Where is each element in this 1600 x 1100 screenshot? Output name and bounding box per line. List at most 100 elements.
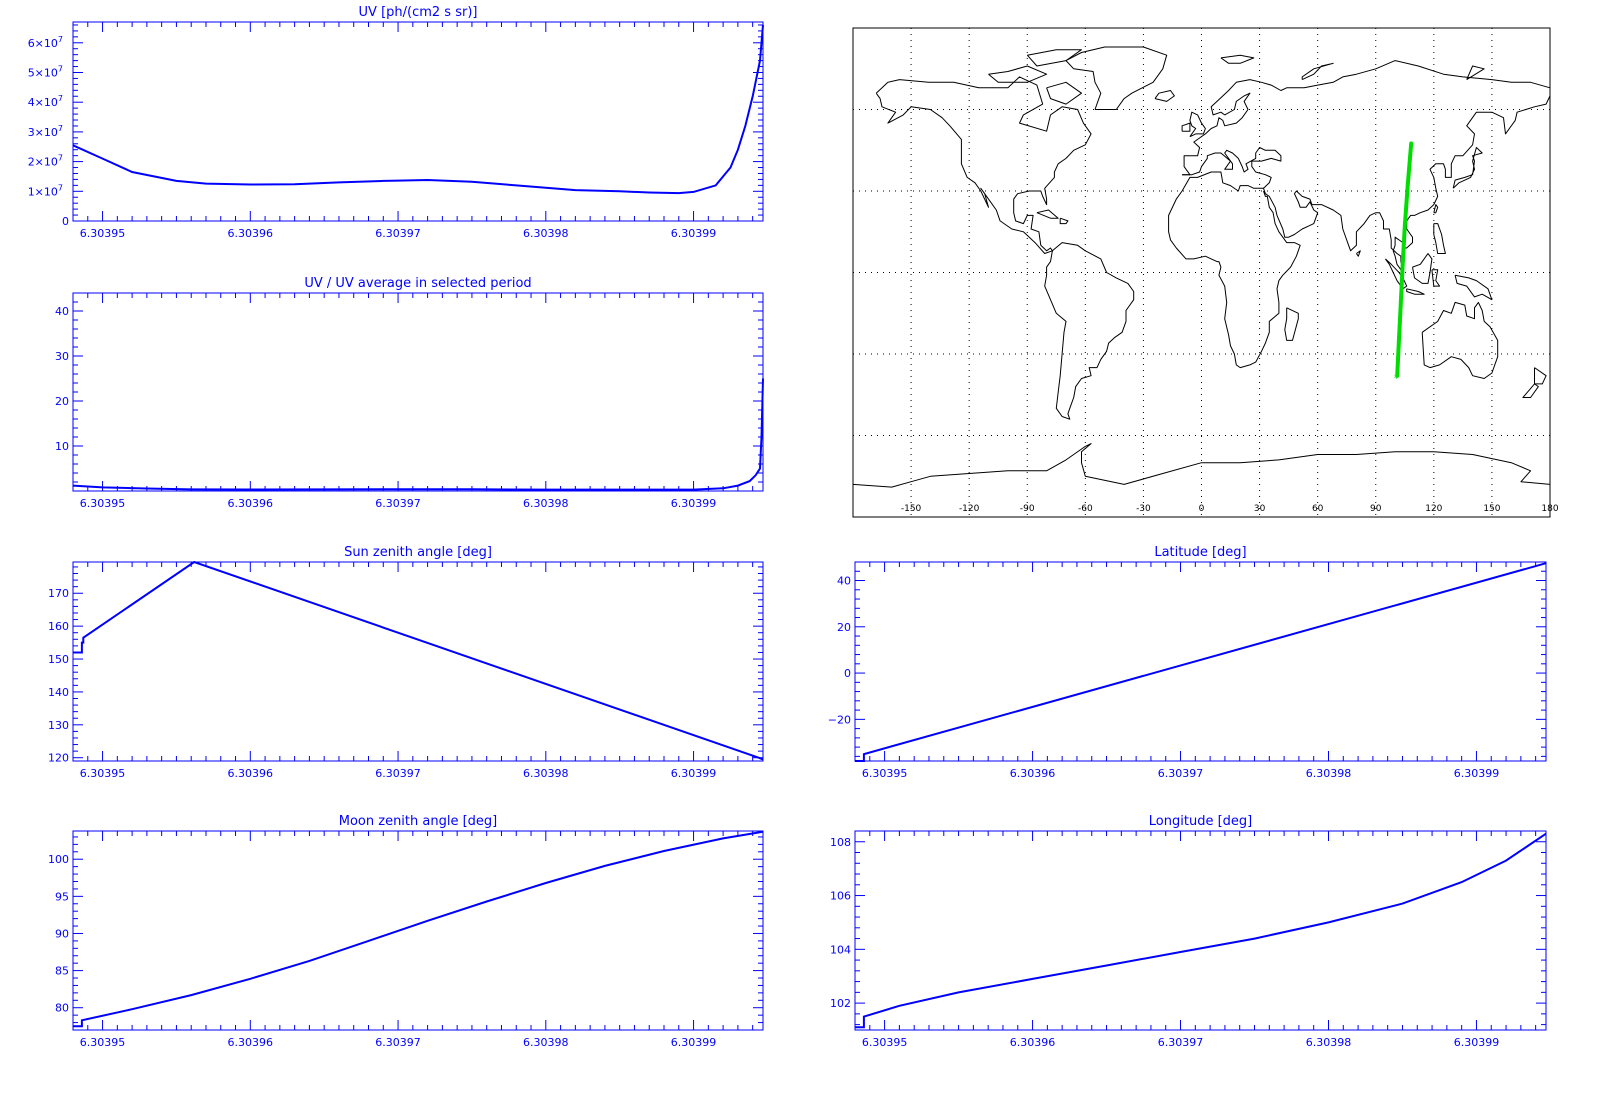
y-tick-label: 150 — [48, 653, 69, 666]
chart-title-lat: Latitude [deg] — [1154, 545, 1246, 560]
y-tick-label: 106 — [830, 890, 851, 903]
lon-tick-label: -30 — [1136, 504, 1151, 514]
coastline — [988, 65, 1048, 83]
plot-frame-uv — [72, 21, 764, 222]
y-tick-label: 6×107 — [28, 35, 63, 50]
panel-lat: Latitude [deg] 6.30395 6.30396 6.30397 6.303… — [828, 545, 1547, 780]
series-line-lon — [855, 832, 1547, 1029]
x-tick-label: 6.30395 — [80, 767, 126, 780]
y-tick-exponent: 7 — [58, 94, 63, 103]
series-line-uv — [72, 24, 764, 195]
coastline — [1036, 209, 1059, 219]
x-tick-label: 6.30396 — [1010, 767, 1056, 780]
x-tick-label: 6.30395 — [80, 1036, 126, 1049]
coastline — [875, 76, 1092, 254]
x-tick-label: 6.30398 — [523, 1036, 569, 1049]
y-tick-exponent: 7 — [58, 64, 63, 73]
x-tick-label: 6.30397 — [375, 767, 421, 780]
panel-mza: Moon zenith angle [deg] 6.30395 6.30396 6.3… — [48, 814, 764, 1049]
x-tick-label: 6.30399 — [671, 227, 717, 240]
x-tick-label: 6.30397 — [1158, 767, 1204, 780]
coastline — [1181, 122, 1191, 132]
chart-title-mza: Moon zenith angle [deg] — [339, 814, 497, 829]
panel-lon: Longitude [deg] 6.30395 6.30396 6.30397 6.30… — [830, 814, 1547, 1049]
coastline — [1431, 269, 1441, 287]
coastline — [1384, 258, 1408, 290]
x-tick-label: 6.30395 — [862, 1036, 908, 1049]
track-start-marker: * — [1394, 374, 1399, 385]
y-tick-label: 0 — [62, 215, 69, 228]
lon-tick-label: -60 — [1078, 504, 1093, 514]
series-line-uvratio — [72, 378, 764, 491]
coastline — [1065, 46, 1168, 110]
coastline — [1220, 54, 1255, 64]
coastline — [1452, 147, 1483, 189]
chart-title-lon: Longitude [deg] — [1149, 814, 1252, 829]
coastline — [1301, 62, 1334, 81]
y-tick-label: 140 — [48, 686, 69, 699]
y-tick-label: 95 — [55, 890, 69, 903]
y-tick-label: 120 — [48, 752, 69, 765]
lon-tick-label: 150 — [1483, 504, 1500, 514]
series-line-sza — [73, 560, 764, 761]
coastline — [1154, 90, 1175, 102]
y-tick-label: 3×107 — [28, 124, 63, 139]
lon-tick-label: 120 — [1425, 504, 1442, 514]
x-tick-label: 6.30395 — [80, 497, 126, 510]
y-tick-label: 90 — [55, 927, 69, 940]
coastline — [1355, 250, 1361, 257]
y-tick-label: 80 — [55, 1002, 69, 1015]
y-tick-label: 20 — [55, 395, 69, 408]
y-tick-label: 0 — [844, 667, 851, 680]
x-tick-label: 6.30399 — [1454, 767, 1500, 780]
x-tick-label: 6.30399 — [671, 497, 717, 510]
plot-frame-uvratio — [72, 292, 764, 492]
coastline — [1412, 253, 1433, 284]
lon-tick-label: -120 — [959, 504, 980, 514]
lon-tick-label: 30 — [1254, 504, 1266, 514]
chart-title-sza: Sun zenith angle [deg] — [344, 545, 492, 560]
coastline — [1433, 223, 1446, 254]
coastline — [1433, 204, 1439, 214]
x-tick-label: 6.30397 — [375, 497, 421, 510]
coastline — [1421, 301, 1499, 379]
lon-tick-label: 180 — [1541, 504, 1558, 514]
y-tick-label: 100 — [48, 853, 69, 866]
coastline — [1168, 95, 1551, 369]
coastline — [1026, 49, 1082, 67]
y-tick-exponent: 7 — [58, 183, 63, 192]
coastline — [852, 443, 1551, 488]
plot-frame-sza — [72, 561, 764, 762]
y-tick-label: 20 — [837, 621, 851, 634]
y-tick-label: 10 — [55, 440, 69, 453]
lon-tick-label: 60 — [1312, 504, 1324, 514]
panel-map: * -150 -120 -90 -60 -30 0 30 60 90 120 150 180 — [852, 27, 1559, 518]
y-tick-label: 170 — [48, 587, 69, 600]
x-tick-label: 6.30397 — [375, 227, 421, 240]
x-tick-label: 6.30396 — [228, 227, 274, 240]
plot-frame-mza — [72, 830, 764, 1031]
coastline — [1189, 111, 1206, 138]
x-tick-label: 6.30398 — [523, 767, 569, 780]
satellite-track — [1395, 141, 1414, 378]
x-tick-label: 6.30398 — [523, 227, 569, 240]
y-tick-label: 30 — [55, 350, 69, 363]
y-tick-label: −20 — [828, 713, 851, 726]
x-tick-label: 6.30395 — [80, 227, 126, 240]
panel-uv: UV [ph/(cm2 s sr)] 6.30395 6.30396 6.30397 6… — [28, 5, 764, 240]
plot-frame-lat — [854, 561, 1547, 762]
y-tick-label: 2×107 — [28, 154, 63, 169]
coastline — [1044, 242, 1135, 420]
y-tick-label: 40 — [837, 575, 851, 588]
coastline — [1522, 383, 1539, 398]
y-tick-label: 40 — [55, 305, 69, 318]
y-tick-exponent: 7 — [58, 154, 63, 163]
x-tick-label: 6.30399 — [671, 1036, 717, 1049]
series-line-mza — [73, 830, 764, 1028]
chart-title-uv: UV [ph/(cm2 s sr)] — [359, 5, 478, 20]
x-tick-label: 6.30398 — [523, 497, 569, 510]
y-tick-label: 160 — [48, 620, 69, 633]
y-tick-label: 102 — [830, 997, 851, 1010]
panel-sza: Sun zenith angle [deg] 6.30395 6.30396 6.30… — [48, 545, 764, 780]
